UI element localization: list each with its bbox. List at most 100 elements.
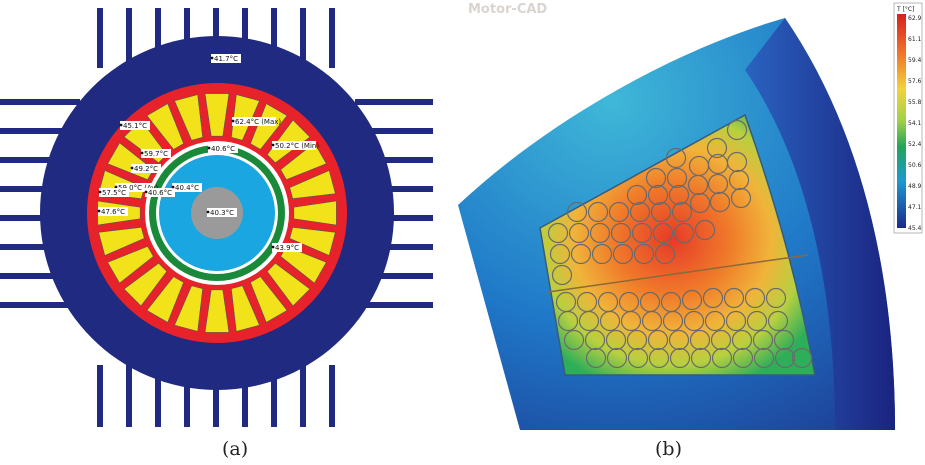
conductor <box>626 329 648 351</box>
colorbar-tick-label: 55.8 <box>908 99 922 106</box>
conductor <box>612 243 634 265</box>
svg-text:47.6°C: 47.6°C <box>101 208 125 216</box>
conductor <box>557 310 579 332</box>
stator-slot <box>146 276 184 323</box>
stator-slot <box>204 289 230 333</box>
conductor <box>671 201 693 223</box>
conductor <box>551 264 573 286</box>
svg-text:43.9°C: 43.9°C <box>275 244 299 252</box>
conductor <box>633 243 655 265</box>
conductor <box>689 329 711 351</box>
conductor <box>652 222 674 244</box>
conductor <box>666 167 688 189</box>
svg-text:59.0°C (Av): 59.0°C (Av) <box>118 184 158 192</box>
stator-slot <box>146 103 184 150</box>
svg-text:40.4°C: 40.4°C <box>175 184 199 192</box>
stator-slot <box>250 276 288 323</box>
conductor <box>694 219 716 241</box>
conductor <box>669 347 691 369</box>
conductor <box>706 137 728 159</box>
conductor <box>647 329 669 351</box>
svg-text:T [°C]: T [°C] <box>896 6 914 13</box>
software-watermark: Motor-CAD <box>468 2 548 17</box>
conductor <box>629 201 651 223</box>
conductor <box>549 243 571 265</box>
stator-slot <box>250 103 288 150</box>
probe-label: 40.6°C <box>144 188 175 197</box>
conductor <box>599 310 621 332</box>
conductor <box>746 310 768 332</box>
conductor <box>731 329 753 351</box>
conductor <box>626 184 648 206</box>
conductor <box>654 243 676 265</box>
conductor <box>711 347 733 369</box>
conductor <box>683 310 705 332</box>
stator-slot <box>280 246 327 284</box>
conductor <box>730 187 752 209</box>
probe-label: 59.7°C <box>140 149 171 158</box>
conductor <box>709 191 731 213</box>
conductor <box>641 310 663 332</box>
conductor <box>547 222 569 244</box>
conductor <box>668 329 690 351</box>
conductor <box>589 222 611 244</box>
conductor <box>585 347 607 369</box>
colorbar-tick-label: 50.6 <box>908 162 922 169</box>
colorbar-tick-label: 62.9 <box>908 15 922 22</box>
conductor <box>752 329 774 351</box>
stator-slot <box>123 262 168 307</box>
conductor <box>687 174 709 196</box>
conductor <box>591 243 613 265</box>
probe-label: 40.4°C <box>171 183 202 192</box>
probe-label: 49.2°C <box>130 164 161 173</box>
caption-b: (b) <box>655 438 682 460</box>
conductor <box>608 201 630 223</box>
conductor <box>753 347 775 369</box>
slot-temperature-contour: T [°C] 62.9 61.1 59.4 57.6 55.8 54.1 52.4 50.6 4… <box>458 2 923 430</box>
stator-slot <box>266 262 311 307</box>
probe-label: 59.0°C (Av) <box>114 183 158 192</box>
slot-separator <box>547 254 809 293</box>
conductor <box>587 201 609 223</box>
conductor <box>767 310 789 332</box>
conductor <box>665 147 687 169</box>
colorbar-tick-label: 61.1 <box>908 36 922 43</box>
stator-slot <box>280 142 327 180</box>
conductor <box>689 192 711 214</box>
conductor <box>566 201 588 223</box>
svg-text:57.5°C: 57.5°C <box>102 189 126 197</box>
probe-label: 57.5°C <box>98 188 129 197</box>
conductor <box>723 287 745 309</box>
probe-label: 40.3°C <box>206 208 237 217</box>
colorbar-tick-label: 47.1 <box>908 204 922 211</box>
conductor <box>631 222 653 244</box>
conductor-circles <box>547 119 813 369</box>
conductor <box>650 201 672 223</box>
conductor <box>662 310 684 332</box>
stator-slot <box>289 170 336 200</box>
stator-slot <box>98 226 145 256</box>
conductor <box>732 347 754 369</box>
svg-text:50.2°C (Min): 50.2°C (Min) <box>275 142 319 150</box>
conductor <box>605 329 627 351</box>
winding-slot <box>539 113 816 376</box>
conductor <box>710 329 732 351</box>
colorbar-tick-label: 57.6 <box>908 78 922 85</box>
conductor <box>610 222 632 244</box>
conductor <box>707 173 729 195</box>
conductor <box>726 151 748 173</box>
stator-slot <box>107 246 154 284</box>
conductor <box>726 119 748 141</box>
colorbar-tick-label: 48.9 <box>908 183 922 190</box>
stator-back-iron <box>745 18 895 430</box>
svg-text:59.7°C: 59.7°C <box>144 150 168 158</box>
conductor <box>765 287 787 309</box>
conductor <box>690 347 712 369</box>
conductor <box>627 347 649 369</box>
probe-label: 45.1°C <box>119 121 150 130</box>
conductor <box>673 222 695 244</box>
cooling-fins <box>0 8 433 427</box>
svg-text:41.7°C: 41.7°C <box>214 55 238 63</box>
colorbar-tick-label: 59.4 <box>908 57 922 64</box>
caption-a: (a) <box>222 438 249 460</box>
